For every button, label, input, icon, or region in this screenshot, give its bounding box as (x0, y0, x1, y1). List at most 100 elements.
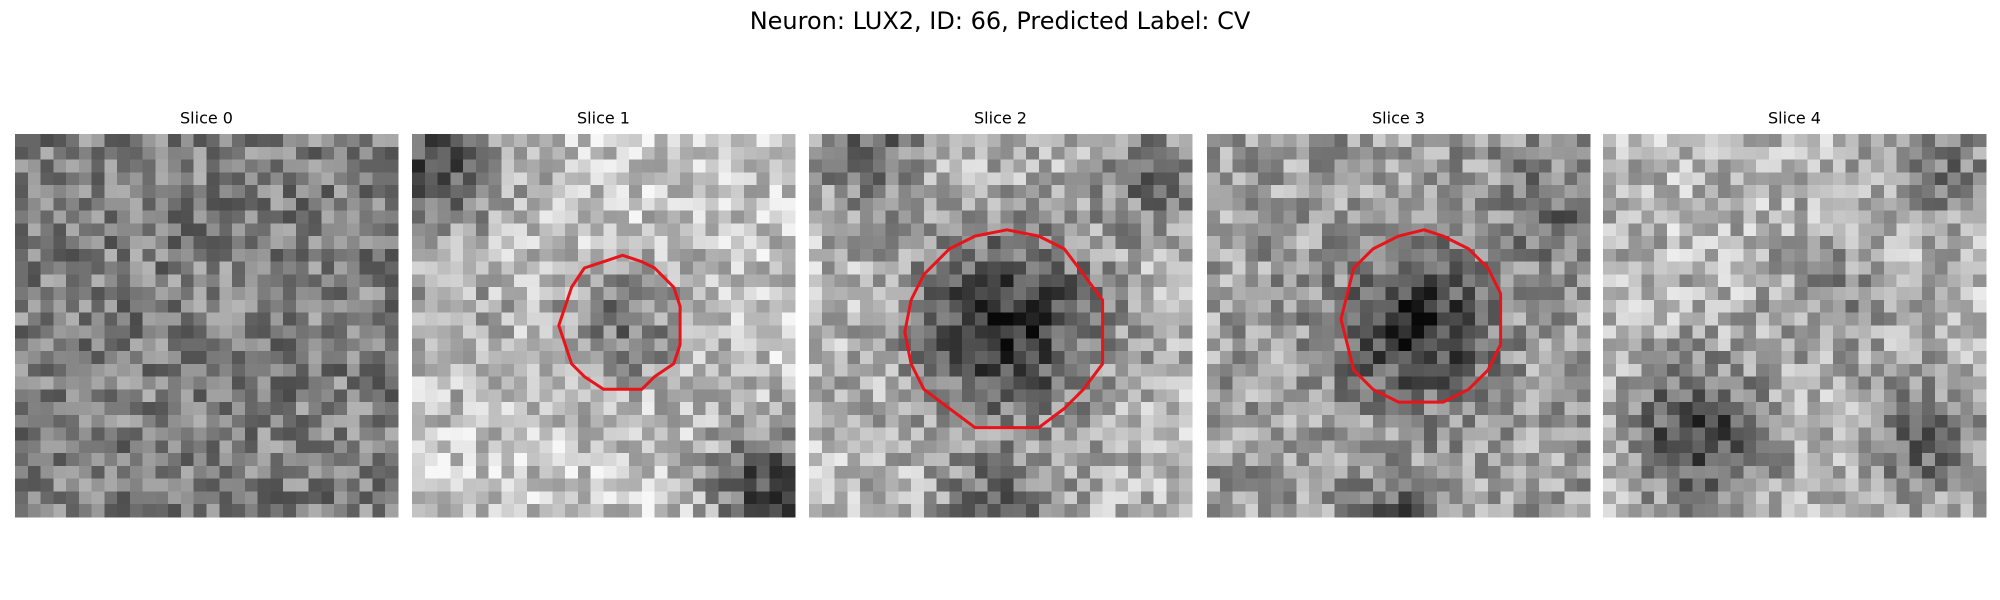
pixel (1654, 159, 1668, 173)
pixel (1934, 146, 1949, 161)
pixel (206, 389, 220, 403)
pixel (1947, 185, 1962, 199)
pixel (308, 389, 322, 403)
pixel (1692, 261, 1706, 276)
pixel (743, 504, 758, 518)
pixel (321, 185, 335, 199)
pixel (129, 440, 144, 454)
pixel (1296, 363, 1310, 378)
pixel (1140, 210, 1155, 224)
pixel (1166, 312, 1180, 327)
pixel (155, 427, 169, 441)
pixel (1013, 299, 1027, 314)
pixel (359, 453, 374, 467)
pixel (1973, 185, 1987, 199)
pixel (1654, 363, 1668, 378)
pixel (1781, 312, 1796, 327)
pixel (463, 261, 477, 276)
pixel (270, 146, 284, 161)
pixel (1360, 236, 1374, 250)
pixel (1845, 172, 1859, 186)
pixel (78, 440, 93, 454)
pixel (1360, 312, 1374, 327)
pixel (1615, 274, 1630, 288)
pixel (692, 440, 707, 454)
pixel (1077, 312, 1091, 327)
pixel (1666, 210, 1681, 224)
pixel (1411, 312, 1425, 327)
pixel (1705, 197, 1719, 212)
pixel (385, 414, 399, 429)
pixel (872, 414, 887, 429)
pixel (1871, 389, 1885, 403)
pixel (1026, 504, 1040, 518)
pixel (565, 325, 579, 339)
pixel (987, 363, 1002, 378)
pixel (1883, 478, 1898, 493)
pixel (526, 414, 541, 429)
pixel (1679, 172, 1693, 186)
pixel (1245, 402, 1259, 416)
pixel (1258, 159, 1272, 173)
pixel (654, 338, 668, 352)
pixel (680, 197, 694, 212)
pixel (1692, 453, 1706, 467)
pixel (168, 491, 182, 505)
pixel (692, 478, 707, 493)
pixel (244, 453, 259, 467)
pixel (552, 185, 566, 199)
pixel (27, 210, 42, 224)
pixel (1013, 146, 1027, 161)
pixel (834, 338, 848, 352)
pixel (270, 274, 284, 288)
pixel (923, 453, 938, 467)
pixel (718, 504, 732, 518)
pixel (1372, 363, 1387, 378)
pixel (1641, 338, 1655, 352)
pixel (1283, 338, 1297, 352)
pixel (718, 414, 732, 429)
pixel (129, 185, 144, 199)
pixel (385, 274, 399, 288)
pixel (1077, 223, 1091, 237)
pixel (193, 146, 208, 161)
pixel (1372, 172, 1387, 186)
pixel (1089, 312, 1104, 327)
pixel (1871, 440, 1885, 454)
pixel (270, 299, 284, 314)
pixel (898, 197, 912, 212)
pixel (1372, 491, 1387, 505)
pixel (1641, 146, 1655, 161)
pixel (526, 159, 541, 173)
pixel (1064, 363, 1078, 378)
pixel (692, 134, 707, 148)
pixel (1000, 312, 1014, 327)
pixel (949, 146, 963, 161)
pixel (1538, 453, 1553, 467)
pixel (1794, 223, 1808, 237)
pixel (680, 453, 694, 467)
pixel (860, 414, 874, 429)
image-panel (412, 134, 796, 518)
pixel (641, 453, 656, 467)
pixel (1922, 465, 1936, 480)
pixel (244, 376, 259, 390)
pixel (641, 325, 656, 339)
pixel (257, 465, 271, 480)
pixel (1883, 287, 1898, 301)
pixel (424, 223, 439, 237)
pixel (731, 376, 745, 390)
pixel (911, 338, 925, 352)
pixel (308, 185, 322, 199)
pixel (641, 159, 656, 173)
pixel (1436, 299, 1451, 314)
pixel (385, 197, 399, 212)
pixel (1654, 465, 1668, 480)
pixel (1717, 402, 1732, 416)
pixel (257, 274, 271, 288)
pixel (488, 299, 502, 314)
pixel (680, 287, 694, 301)
pixel (860, 236, 874, 250)
pixel (872, 363, 887, 378)
pixel (1013, 351, 1027, 365)
